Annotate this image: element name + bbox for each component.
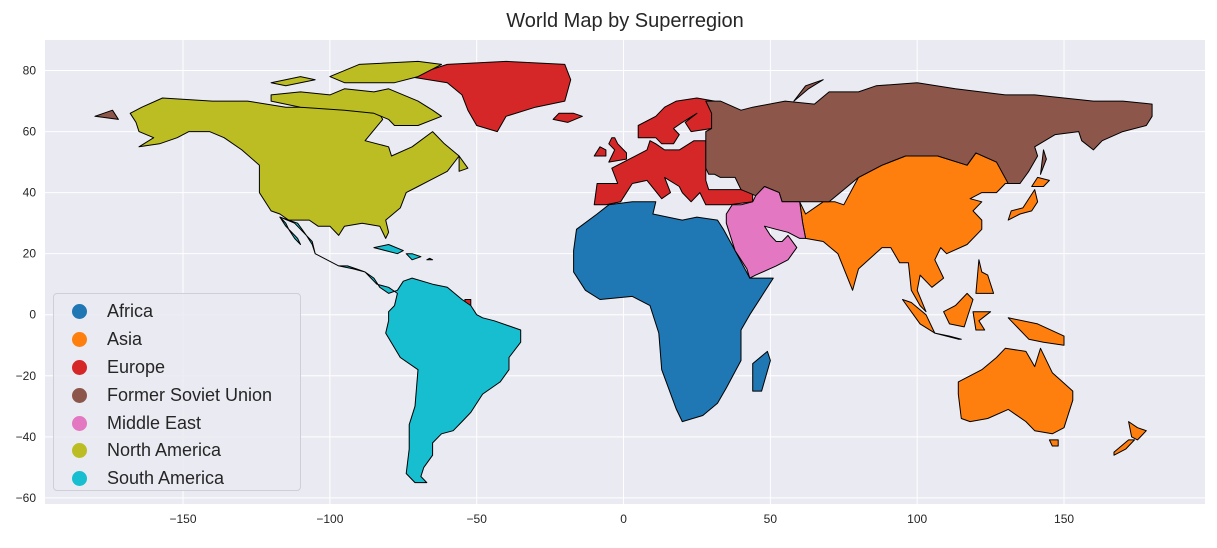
region-former-soviet-union: [793, 79, 824, 102]
region-south-america: [426, 257, 434, 261]
x-tick-label: −150: [170, 512, 197, 526]
region-africa: [573, 201, 774, 423]
region-europe: [593, 146, 607, 157]
region-south-america: [405, 253, 422, 261]
region-asia: [975, 259, 995, 294]
region-former-soviet-union: [1040, 149, 1047, 175]
y-tick-label: 80: [23, 64, 37, 78]
chart-title: World Map by Superregion: [506, 10, 744, 32]
region-south-america: [279, 216, 522, 484]
region-africa: [752, 350, 771, 392]
legend-marker: [72, 415, 87, 431]
y-tick-label: 40: [23, 186, 37, 200]
legend-item: Europe: [72, 354, 300, 382]
region-europe: [408, 60, 572, 133]
x-tick-label: 150: [1054, 512, 1074, 526]
region-asia: [957, 347, 1074, 435]
region-former-soviet-union: [94, 109, 119, 120]
region-north-america: [329, 60, 442, 84]
legend-marker: [72, 304, 87, 320]
region-asia: [1128, 421, 1147, 441]
x-tick-label: 100: [907, 512, 927, 526]
legend-item: Former Soviet Union: [72, 381, 300, 409]
legend-marker: [72, 443, 87, 459]
legend-label: Middle East: [107, 412, 202, 433]
region-south-america: [373, 244, 404, 255]
legend-label: Asia: [107, 329, 143, 350]
region-asia: [1048, 439, 1059, 447]
region-asia: [1031, 176, 1050, 187]
region-asia: [902, 299, 936, 334]
legend-item: North America: [72, 437, 300, 465]
region-asia: [1113, 439, 1135, 456]
y-tick-label: 20: [23, 247, 37, 261]
regions-layer: [94, 60, 1153, 484]
legend-item: Africa: [72, 298, 300, 326]
region-asia: [1007, 189, 1039, 221]
legend-item: Middle East: [72, 409, 300, 437]
legend-label: Europe: [107, 356, 166, 377]
legend-label: Former Soviet Union: [107, 384, 273, 405]
legend-marker: [72, 471, 87, 487]
region-asia: [943, 292, 974, 328]
legend-label: South America: [107, 468, 225, 489]
region-asia: [972, 311, 992, 331]
y-tick-label: −20: [16, 369, 37, 383]
y-tick-label: −60: [16, 491, 37, 505]
region-europe: [608, 137, 627, 163]
region-north-america: [270, 88, 442, 126]
legend: Africa Asia Europe Former Soviet Union Middl…: [53, 293, 301, 491]
region-asia: [1007, 317, 1065, 346]
legend-label: North America: [107, 440, 222, 461]
region-europe: [552, 112, 583, 123]
legend-marker: [72, 332, 87, 348]
y-axis: −60 −40 −20 0 20 40 60 80: [16, 64, 37, 505]
y-tick-label: 0: [29, 308, 36, 322]
legend-item: South America: [72, 465, 300, 493]
legend-marker: [72, 359, 87, 375]
x-tick-label: 50: [764, 512, 778, 526]
region-south-america: [279, 216, 301, 245]
region-north-america: [270, 76, 316, 87]
x-tick-label: 0: [620, 512, 627, 526]
region-middle-east: [725, 186, 807, 279]
x-tick-label: −50: [467, 512, 488, 526]
legend-item: Asia: [72, 326, 300, 354]
x-tick-label: −100: [316, 512, 343, 526]
x-axis: −150 −100 −50 0 50 100 150: [170, 512, 1075, 526]
y-tick-label: −40: [16, 430, 37, 444]
legend-marker: [72, 387, 87, 403]
legend-label: Africa: [107, 301, 154, 322]
region-former-soviet-union: [705, 82, 1153, 203]
y-tick-label: 60: [23, 125, 37, 139]
region-north-america: [458, 155, 469, 172]
region-europe: [637, 97, 716, 145]
region-asia: [934, 332, 962, 340]
